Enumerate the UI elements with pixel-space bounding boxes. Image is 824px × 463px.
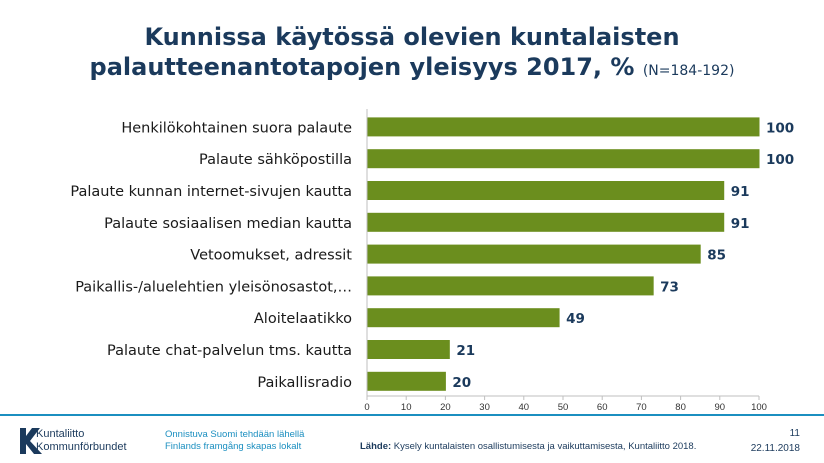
data-label: 91 <box>731 216 750 232</box>
sample-size-note: (N=184-192) <box>642 63 735 79</box>
slide-date: 22.11.2018 <box>750 443 800 454</box>
source-label: Lähde: <box>360 441 392 452</box>
x-tick-label: 60 <box>597 402 608 413</box>
slogan: Onnistuva Suomi tehdään lähellä Finlands… <box>165 429 304 453</box>
bar <box>367 212 725 232</box>
x-tick-label: 90 <box>715 402 726 413</box>
bar <box>367 117 760 137</box>
data-label: 21 <box>456 343 475 359</box>
bar <box>367 308 560 328</box>
x-tick-label: 100 <box>751 402 767 413</box>
bar <box>367 149 760 169</box>
data-label: 20 <box>452 375 471 391</box>
category-label: Paikallisradio <box>257 375 352 391</box>
slogan-line-2: Finlands framgång skapas lokalt <box>165 441 302 452</box>
logo-line-1: Kuntaliitto <box>36 428 85 440</box>
data-label: 100 <box>766 152 794 168</box>
x-tick-label: 30 <box>479 402 490 413</box>
chart-title: Kunnissa käytössä olevien kuntalaisten p… <box>0 22 824 86</box>
data-label: 85 <box>707 248 726 264</box>
logo-text: Kuntaliitto Kommunförbundet <box>36 428 127 454</box>
data-label: 100 <box>766 120 794 136</box>
bar <box>367 181 725 200</box>
page-number: 11 <box>789 428 800 439</box>
category-label: Paikallis-/aluelehtien yleisönosastot,… <box>75 279 352 295</box>
data-label: 91 <box>731 184 750 200</box>
title-line-2-text: palautteenantotapojen yleisyys 2017, % <box>89 53 635 81</box>
category-label: Henkilökohtainen suora palaute <box>121 120 352 136</box>
bar <box>367 371 446 391</box>
x-tick-label: 0 <box>364 402 369 413</box>
category-label: Palaute chat-palvelun tms. kautta <box>107 343 352 359</box>
x-tick-label: 40 <box>519 402 530 413</box>
category-label: Vetoomukset, adressit <box>190 248 352 264</box>
slogan-line-1: Onnistuva Suomi tehdään lähellä <box>165 429 305 440</box>
source-note: Lähde: Kysely kuntalaisten osallistumise… <box>360 441 696 452</box>
data-label: 49 <box>566 311 585 327</box>
title-line-2: palautteenantotapojen yleisyys 2017, % (… <box>0 52 824 86</box>
x-tick-label: 50 <box>558 402 569 413</box>
bar <box>367 276 654 296</box>
bar <box>367 340 450 359</box>
title-line-1: Kunnissa käytössä olevien kuntalaisten <box>144 23 680 51</box>
x-tick-label: 10 <box>401 402 412 413</box>
footer-divider <box>0 414 824 416</box>
logo-line-2: Kommunförbundet <box>36 441 127 453</box>
x-tick-label: 20 <box>440 402 451 413</box>
source-text: Kysely kuntalaisten osallistumisesta ja … <box>393 441 697 452</box>
x-tick-label: 70 <box>636 402 647 413</box>
category-label: Palaute sähköpostilla <box>199 152 352 168</box>
data-label: 73 <box>660 279 679 295</box>
bar <box>367 244 701 264</box>
category-label: Palaute sosiaalisen median kautta <box>104 216 352 232</box>
x-tick-label: 80 <box>675 402 686 413</box>
category-label: Aloitelaatikko <box>254 311 352 327</box>
category-label: Palaute kunnan internet-sivujen kautta <box>70 184 352 200</box>
kuntaliitto-logo-icon <box>20 428 42 454</box>
